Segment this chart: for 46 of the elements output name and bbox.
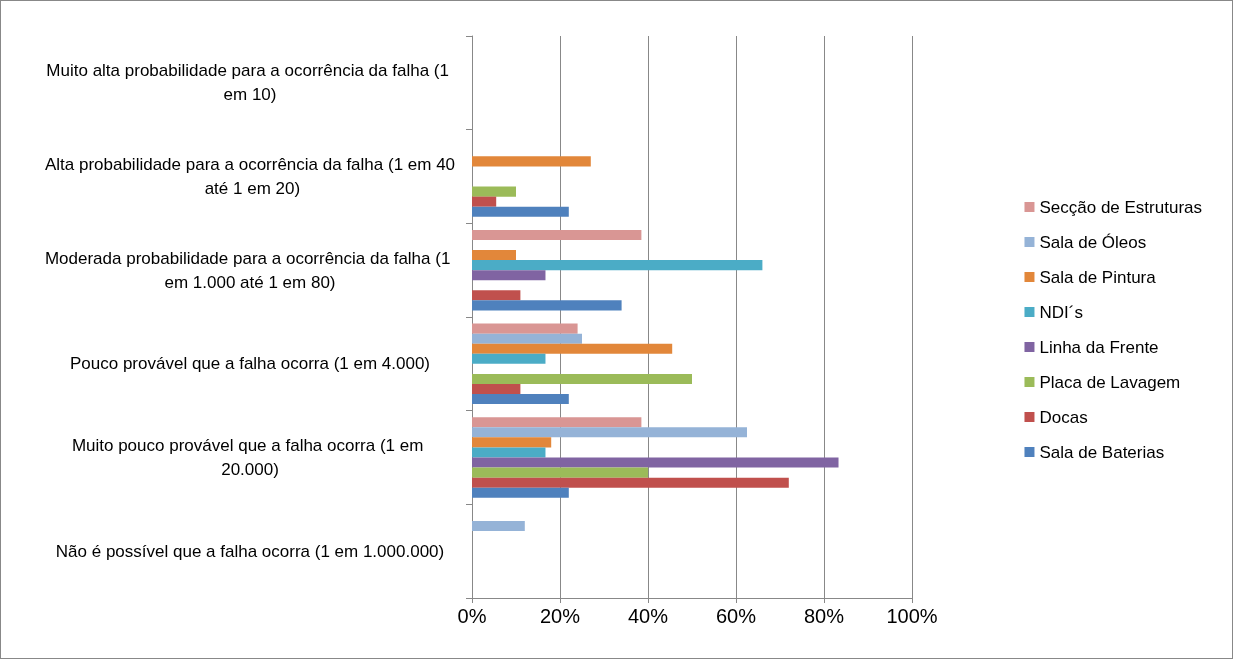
bar [472, 290, 521, 301]
bar [472, 457, 839, 468]
legend-label: Sala de Baterias [1039, 442, 1165, 462]
y-tick-label: Muito pouco provável que a falha ocorra (1 em 20.000) [71, 436, 429, 479]
x-tick-label: 100% [886, 605, 938, 627]
legend-label: Placa de Lavagem [1039, 372, 1181, 392]
bar [472, 196, 497, 207]
legend-label: Linha da Frente [1039, 337, 1159, 357]
y-tick-label: Alta probabilidade para a ocorrência da falha (1 em 40 até 1 em 20) [44, 155, 456, 198]
bar [472, 427, 747, 438]
bar [472, 260, 763, 271]
x-tick-label: 20% [539, 605, 581, 627]
y-tick-label: Muito alta probabilidade para a ocorrência da falha (1 em 10) [46, 61, 454, 105]
bar [472, 300, 622, 311]
legend-label: Sala de Óleos [1039, 232, 1147, 252]
bar [472, 343, 673, 354]
bar [472, 394, 569, 405]
x-tick-label: 0% [457, 605, 487, 627]
x-tick-label: 60% [715, 605, 757, 627]
legend-label: NDI´s [1039, 302, 1083, 322]
x-tick-label: 80% [803, 605, 845, 627]
y-tick-label: Moderada probabilidade para a ocorrência da falha (1 em 1.000 até 1 em 80) [44, 248, 456, 292]
legend-label: Docas [1039, 407, 1088, 427]
bar [472, 156, 591, 167]
legend-label: Secção de Estruturas [1039, 197, 1202, 217]
bar [472, 353, 546, 364]
bar [472, 270, 546, 281]
bar [472, 383, 521, 395]
bar [472, 477, 789, 488]
bar [472, 487, 569, 498]
bar [472, 323, 578, 334]
legend-label: Sala de Pintura [1039, 267, 1157, 287]
bar [472, 186, 516, 197]
bar [472, 250, 516, 261]
bar [472, 437, 552, 448]
bar [472, 373, 692, 384]
y-tick-label: Não é possível que a falha ocorra (1 em 1.000.000) [55, 541, 445, 561]
bar [472, 333, 582, 344]
x-tick-label: 40% [627, 605, 669, 627]
bar [472, 229, 642, 240]
bar [472, 417, 642, 428]
bar [472, 206, 569, 217]
bar [472, 447, 546, 458]
bar [472, 467, 648, 478]
y-tick-label: Pouco provável que a falha ocorra (1 em 4.000) [69, 354, 431, 374]
bar [472, 520, 525, 532]
